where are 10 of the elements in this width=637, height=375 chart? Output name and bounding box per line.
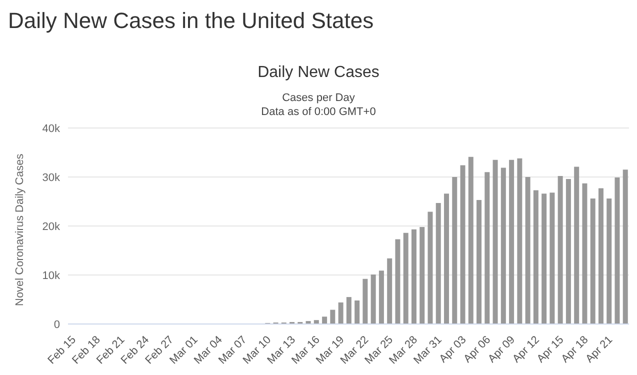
y-tick-label: 20k <box>42 220 60 233</box>
y-tick-label: 30k <box>42 172 60 184</box>
chart-title: Daily New Cases in the United States <box>8 8 374 34</box>
y-tick-label: 40k <box>42 122 60 135</box>
text: Data as of 0:00 GMT+0 <box>260 106 377 118</box>
text: Cases per Day <box>281 92 356 104</box>
y-axis-title: Novel Coronavirus Daily Cases <box>14 153 26 306</box>
y-tick-label: 10k <box>42 270 60 282</box>
y-tick-label: 0 <box>54 318 60 331</box>
chart-subtitle: Daily New Cases <box>256 64 380 82</box>
